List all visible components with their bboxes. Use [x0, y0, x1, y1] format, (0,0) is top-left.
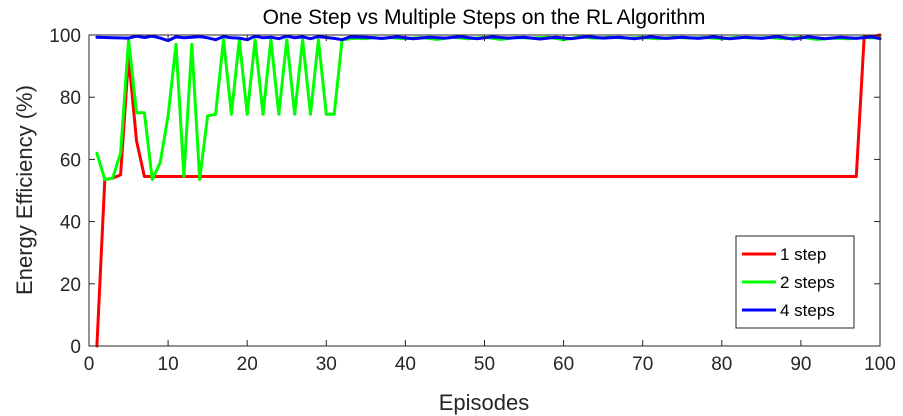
x-tick-label: 30	[316, 354, 337, 375]
y-tick-label: 20	[60, 275, 81, 296]
legend-label-3: 4 steps	[780, 301, 835, 320]
y-tick-label: 60	[60, 150, 81, 171]
ticks-layer: 0 10 20 30 40 50 60 70 80 90 100 0 20 40 60 80 100	[49, 26, 896, 375]
y-tick-label: 0	[70, 337, 81, 358]
x-tick-label: 40	[395, 354, 416, 375]
x-tick-label: 60	[553, 354, 574, 375]
series-layer	[95, 33, 882, 348]
x-tick-label: 90	[790, 354, 811, 375]
x-tick-label: 20	[237, 354, 258, 375]
x-tick-label: 10	[158, 354, 179, 375]
legend-label-2: 2 steps	[780, 273, 835, 292]
x-tick-label: 50	[474, 354, 495, 375]
x-tick-label: 70	[632, 354, 653, 375]
series-line-2	[95, 35, 882, 182]
y-tick-label: 100	[49, 26, 81, 47]
x-tick-label: 0	[84, 354, 95, 375]
y-axis-label: Energy Efficiency (%)	[12, 85, 37, 295]
x-tick-label: 80	[711, 354, 732, 375]
legend-label-1: 1 step	[780, 245, 826, 264]
chart-title: One Step vs Multiple Steps on the RL Alg…	[263, 6, 706, 29]
y-tick-label: 40	[60, 213, 81, 234]
series-line-3	[95, 34, 882, 43]
y-tick-label: 80	[60, 88, 81, 109]
x-axis-label: Episodes	[439, 390, 530, 415]
legend: 1 step 2 steps 4 steps	[735, 235, 855, 329]
x-tick-label: 100	[864, 354, 896, 375]
